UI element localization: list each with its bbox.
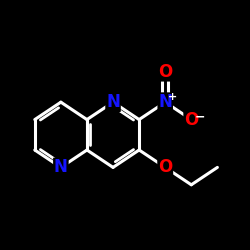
Text: N: N	[54, 158, 68, 176]
Text: N: N	[106, 93, 120, 111]
Text: −: −	[195, 111, 205, 124]
Text: N: N	[158, 93, 172, 111]
Text: O: O	[158, 158, 172, 176]
Text: O: O	[184, 110, 198, 128]
Text: O: O	[158, 63, 172, 81]
Text: +: +	[168, 92, 177, 102]
